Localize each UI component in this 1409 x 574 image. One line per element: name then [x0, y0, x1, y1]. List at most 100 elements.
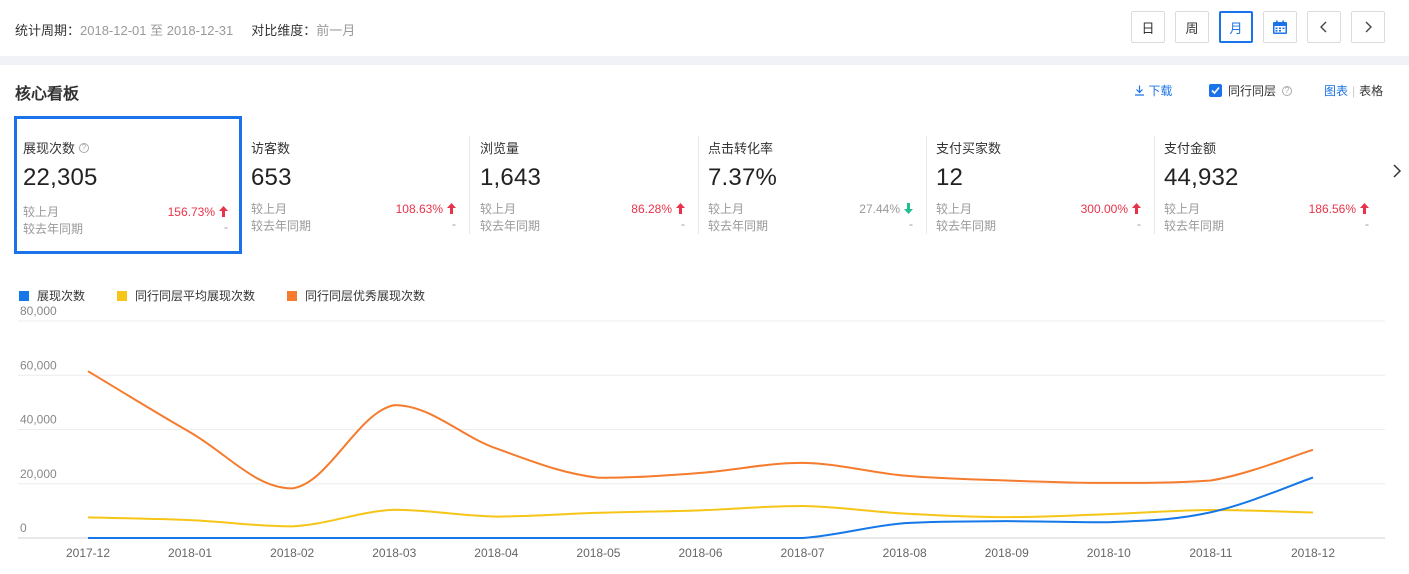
day-button[interactable]: 日	[1131, 11, 1165, 43]
chevron-right-icon	[1393, 164, 1402, 178]
mom-percent: 300.00%	[1080, 201, 1128, 216]
metric-label: 支付买家数	[936, 138, 1155, 157]
metric-card[interactable]: 点击转化率 7.37% 较上月 27.44% 较去年同期 -	[699, 116, 927, 254]
yoy-label: 较去年同期	[936, 219, 997, 233]
yoy-value: -	[909, 217, 913, 231]
next-button[interactable]	[1351, 11, 1385, 43]
yoy-value: -	[681, 217, 685, 231]
legend-item[interactable]: 展现次数	[19, 287, 85, 304]
week-button[interactable]: 周	[1175, 11, 1209, 43]
arrow-up-icon	[447, 203, 456, 214]
x-tick-label: 2018-09	[985, 546, 1029, 560]
legend-swatch	[287, 290, 298, 301]
chevron-right-icon	[1365, 21, 1372, 33]
card-divider	[1154, 136, 1155, 234]
legend-swatch	[19, 290, 29, 301]
period-label: 统计周期：	[15, 23, 81, 38]
mom-row: 较上月 86.28%	[480, 200, 685, 217]
series-line-peer-top	[87, 370, 1314, 490]
period-value: 2018-12-01 至 2018-12-31	[80, 23, 234, 38]
yoy-row: 较去年同期 -	[480, 217, 685, 234]
yoy-label: 较去年同期	[1164, 219, 1225, 233]
metric-card[interactable]: 支付金额 44,932 较上月 186.56% 较去年同期 -	[1155, 116, 1383, 254]
yoy-value: -	[1365, 217, 1369, 231]
mom-change: 300.00%	[1081, 200, 1141, 217]
metric-card[interactable]: 支付买家数 12 较上月 300.00% 较去年同期 -	[927, 116, 1155, 254]
card-divider	[698, 136, 699, 234]
chevron-left-icon	[1320, 21, 1327, 33]
section-divider	[0, 56, 1409, 65]
x-tick-label: 2018-02	[270, 546, 314, 560]
metric-value: 22,305	[23, 164, 98, 191]
arrow-up-icon	[219, 206, 228, 217]
mom-label: 较上月	[936, 202, 973, 216]
mom-percent: 86.28%	[631, 201, 672, 216]
legend-swatch	[117, 290, 128, 301]
metric-card[interactable]: 访客数 653 较上月 108.63% 较去年同期 -	[242, 116, 470, 254]
legend-label: 同行同层优秀展现次数	[305, 289, 426, 303]
line-chart: 0 20,000 40,000 60,000 80,000 2017-12 2018-01 2…	[18, 304, 1385, 560]
y-tick-label: 20,000	[20, 467, 57, 481]
arrow-up-icon	[676, 203, 685, 214]
x-tick-label: 2018-01	[168, 546, 212, 560]
mom-label: 较上月	[23, 205, 60, 219]
yoy-row: 较去年同期 -	[708, 217, 913, 234]
mom-label: 较上月	[708, 202, 745, 216]
mom-row: 较上月 27.44%	[708, 200, 913, 217]
x-tick-label: 2018-11	[1189, 546, 1232, 560]
x-tick-label: 2018-06	[678, 546, 722, 560]
calendar-icon	[1273, 20, 1287, 34]
top-bar: 统计周期：2018-12-01 至 2018-12-31 对比维度：前一月 日 周…	[0, 0, 1409, 56]
help-icon[interactable]: ?	[79, 142, 90, 153]
mom-label: 较上月	[251, 202, 288, 216]
yoy-value: -	[452, 217, 456, 231]
month-button[interactable]: 月	[1219, 11, 1253, 43]
mom-row: 较上月 156.73%	[23, 203, 228, 220]
prev-button[interactable]	[1307, 11, 1341, 43]
download-icon	[1135, 85, 1144, 96]
view-table-tab[interactable]: 表格	[1359, 84, 1384, 98]
card-divider	[926, 136, 927, 234]
mom-row: 较上月 300.00%	[936, 200, 1141, 217]
legend-item[interactable]: 同行同层平均展现次数	[117, 287, 255, 304]
arrow-down-icon	[904, 203, 913, 214]
mom-change: 108.63%	[396, 200, 456, 217]
series-line-peer-average	[87, 504, 1314, 528]
legend-item[interactable]: 同行同层优秀展现次数	[287, 287, 425, 304]
metric-card[interactable]: 展现次数? 22,305 较上月 156.73% 较去年同期 -	[14, 116, 242, 254]
yoy-label: 较去年同期	[708, 219, 769, 233]
download-link[interactable]: 下载	[1134, 82, 1172, 99]
metric-label-text: 访客数	[251, 141, 291, 156]
cards-next-button[interactable]	[1392, 163, 1402, 184]
calendar-button[interactable]	[1263, 11, 1297, 43]
help-icon[interactable]: ?	[1282, 85, 1293, 96]
metric-label-text: 展现次数	[23, 141, 76, 156]
mom-percent: 27.44%	[859, 201, 900, 216]
series-line-impressions	[87, 476, 1314, 539]
yoy-label: 较去年同期	[23, 222, 84, 236]
view-chart-tab[interactable]: 图表	[1324, 84, 1349, 98]
metric-label-text: 支付买家数	[936, 141, 1002, 156]
mom-percent: 186.56%	[1308, 201, 1356, 216]
peer-toggle[interactable]: 同行同层 ?	[1209, 82, 1293, 99]
board-title: 核心看板	[15, 86, 80, 103]
peer-label: 同行同层	[1228, 84, 1277, 98]
mom-percent: 108.63%	[395, 201, 443, 216]
x-tick-label: 2018-07	[781, 546, 825, 560]
yoy-label: 较去年同期	[251, 219, 312, 233]
metric-card[interactable]: 浏览量 1,643 较上月 86.28% 较去年同期 -	[471, 116, 699, 254]
y-tick-label: 0	[20, 521, 27, 535]
metric-label: 展现次数?	[23, 138, 239, 157]
legend-label: 同行同层平均展现次数	[135, 289, 256, 303]
x-tick-label: 2018-10	[1087, 546, 1131, 560]
metric-value: 653	[251, 164, 292, 191]
peer-checkbox[interactable]	[1209, 84, 1222, 97]
y-tick-label: 80,000	[20, 304, 57, 318]
legend-label: 展现次数	[37, 289, 86, 303]
mom-change: 156.73%	[168, 203, 228, 220]
y-tick-label: 40,000	[20, 413, 57, 427]
metric-label: 访客数	[251, 138, 470, 157]
yoy-value: -	[224, 220, 228, 234]
compare-value: 前一月	[316, 23, 356, 38]
yoy-label: 较去年同期	[480, 219, 541, 233]
